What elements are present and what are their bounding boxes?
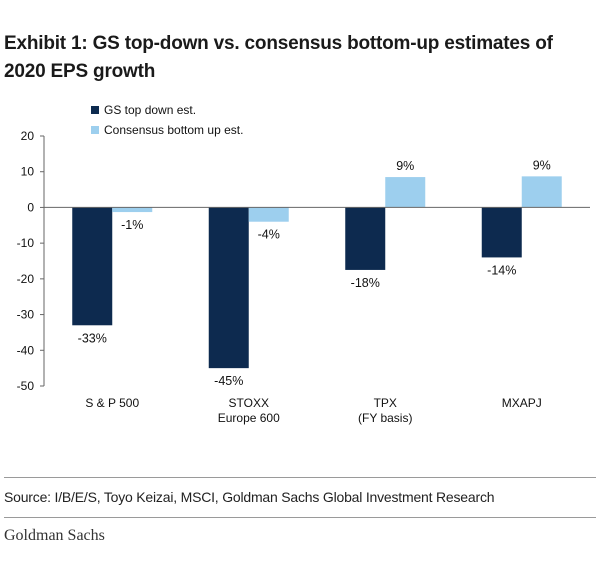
data-label-consensus-1: -1% xyxy=(121,218,143,232)
y-tick-label: -40 xyxy=(17,343,35,357)
data-label-consensus-4: 9% xyxy=(533,158,551,172)
x-category-label-1: S & P 500 xyxy=(85,396,139,410)
data-label-consensus-2: -4% xyxy=(258,228,280,242)
y-tick-label: -20 xyxy=(17,272,35,286)
data-label-gs-3: -18% xyxy=(351,276,380,290)
y-tick-label: -30 xyxy=(17,308,35,322)
bar-consensus-3 xyxy=(385,177,426,208)
bar-chart: GS top down est. Consensus bottom up est.… xyxy=(17,103,590,425)
bar-consensus-4 xyxy=(521,176,562,208)
legend-label-1: GS top down est. xyxy=(104,103,196,117)
x-category-label-3: TPX xyxy=(374,396,397,410)
bars: -33% -1% -45% -4% -18% 9% -14% 9% xyxy=(72,158,562,388)
data-label-gs-1: -33% xyxy=(78,331,107,345)
legend: GS top down est. Consensus bottom up est. xyxy=(91,103,243,137)
x-category-label-2: STOXX xyxy=(229,396,269,410)
brand-logo-text: Goldman Sachs xyxy=(4,527,105,544)
y-tick-label: -10 xyxy=(17,236,35,250)
y-tick-label: 0 xyxy=(27,200,34,214)
data-label-consensus-3: 9% xyxy=(396,159,414,173)
data-label-gs-2: -45% xyxy=(214,374,243,388)
bar-gs-4 xyxy=(481,207,522,258)
divider-top xyxy=(4,477,596,478)
bar-gs-1 xyxy=(72,207,113,326)
bar-consensus-2 xyxy=(248,207,289,222)
divider-bottom xyxy=(4,517,596,518)
x-category-label-4: MXAPJ xyxy=(502,396,542,410)
chart: GS top down est. Consensus bottom up est.… xyxy=(0,100,600,435)
source-note: Source: I/B/E/S, Toyo Keizai, MSCI, Gold… xyxy=(4,489,495,505)
bar-gs-2 xyxy=(208,207,249,369)
chart-title: Exhibit 1: GS top-down vs. consensus bot… xyxy=(4,33,553,82)
data-label-gs-4: -14% xyxy=(487,263,516,277)
legend-swatch-1 xyxy=(91,106,99,114)
y-tick-label: 10 xyxy=(21,165,35,179)
y-axis: 20 10 0 -10 -20 -30 -40 -50 xyxy=(17,129,45,393)
bar-consensus-1 xyxy=(112,207,153,213)
legend-label-2: Consensus bottom up est. xyxy=(104,123,243,137)
bar-gs-3 xyxy=(345,207,386,270)
y-tick-label: -50 xyxy=(17,379,35,393)
y-tick-label: 20 xyxy=(21,129,35,143)
x-category-label-3: (FY basis) xyxy=(358,411,412,425)
x-category-label-2: Europe 600 xyxy=(218,411,280,425)
legend-swatch-2 xyxy=(91,126,99,134)
